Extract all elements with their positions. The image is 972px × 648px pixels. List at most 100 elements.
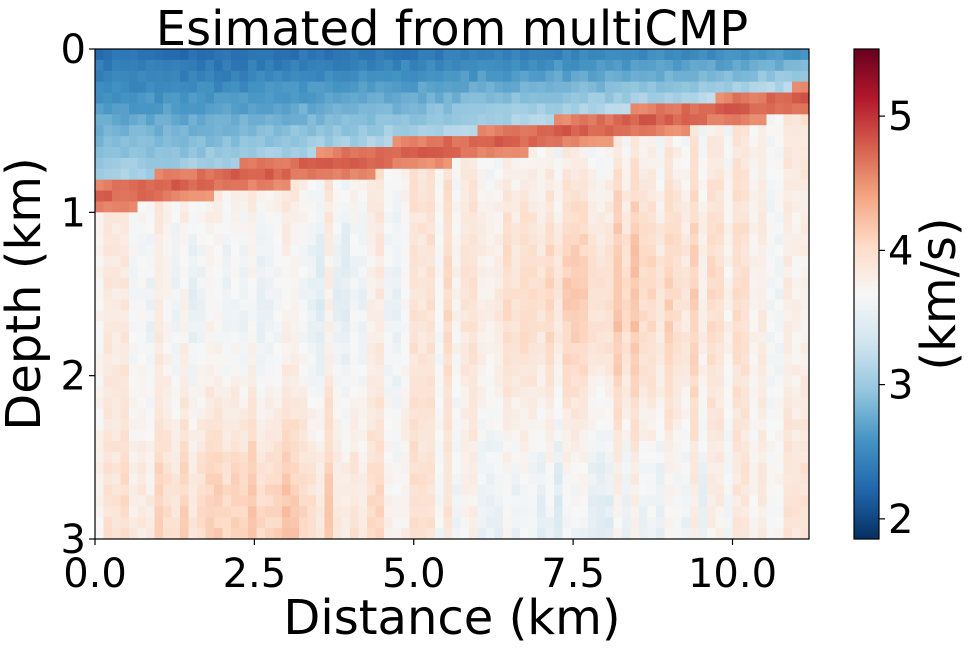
heatmap-cell xyxy=(392,136,402,148)
heatmap-cell xyxy=(137,157,147,170)
heatmap-cell xyxy=(265,473,275,486)
heatmap-cell xyxy=(239,266,249,279)
heatmap-cell xyxy=(622,375,632,388)
heatmap-cell xyxy=(392,473,402,486)
heatmap-cell xyxy=(248,59,258,72)
heatmap-cell xyxy=(358,288,368,301)
heatmap-cell xyxy=(180,179,190,192)
heatmap-cell xyxy=(324,408,334,420)
heatmap-cell xyxy=(188,114,198,126)
heatmap-cell xyxy=(95,451,105,464)
heatmap-cell xyxy=(367,364,377,377)
heatmap-cell xyxy=(205,179,215,192)
heatmap-cell xyxy=(112,114,122,126)
heatmap-cell xyxy=(384,147,394,159)
heatmap-cell xyxy=(248,92,258,105)
heatmap-cell xyxy=(163,266,173,279)
heatmap-cell xyxy=(418,484,428,497)
heatmap-cell xyxy=(197,353,207,366)
heatmap-cell xyxy=(180,364,190,377)
heatmap-cell xyxy=(554,201,564,213)
heatmap-cell xyxy=(299,81,309,94)
heatmap-cell xyxy=(579,353,589,366)
heatmap-cell xyxy=(783,92,793,105)
heatmap-cell xyxy=(95,125,105,137)
heatmap-cell xyxy=(698,49,708,61)
heatmap-cell xyxy=(256,277,266,290)
heatmap-cell xyxy=(418,419,428,431)
heatmap-cell xyxy=(265,136,275,148)
heatmap-cell xyxy=(537,506,547,518)
heatmap-cell xyxy=(341,375,351,388)
heatmap-cell xyxy=(528,125,538,137)
heatmap-cell xyxy=(800,332,809,344)
heatmap-cell xyxy=(800,245,809,257)
heatmap-cell xyxy=(154,125,164,137)
heatmap-cell xyxy=(647,245,657,257)
heatmap-cell xyxy=(707,451,717,464)
heatmap-cell xyxy=(562,168,572,181)
heatmap-cell xyxy=(537,419,547,431)
heatmap-cell xyxy=(146,484,156,497)
heatmap-cell xyxy=(248,386,258,399)
heatmap-cell xyxy=(282,245,292,257)
heatmap-cell xyxy=(647,136,657,148)
heatmap-cell xyxy=(732,212,742,224)
heatmap-cell xyxy=(766,136,776,148)
heatmap-cell xyxy=(273,125,283,137)
heatmap-cell xyxy=(248,310,258,322)
heatmap-cell xyxy=(698,59,708,72)
heatmap-cell xyxy=(698,343,708,355)
heatmap-cell xyxy=(307,310,317,322)
heatmap-cell xyxy=(401,364,411,377)
heatmap-cell xyxy=(486,299,496,311)
heatmap-cell xyxy=(103,495,113,507)
heatmap-cell xyxy=(248,430,258,442)
heatmap-cell xyxy=(112,408,122,420)
heatmap-cell xyxy=(732,321,742,333)
heatmap-cell xyxy=(664,441,674,453)
heatmap-cell xyxy=(758,332,768,344)
heatmap-cell xyxy=(95,419,105,431)
heatmap-cell xyxy=(715,190,725,203)
heatmap-cell xyxy=(112,168,122,181)
heatmap-cell xyxy=(333,408,343,420)
heatmap-cell xyxy=(460,299,470,311)
heatmap-cell xyxy=(613,266,623,279)
heatmap-cell xyxy=(579,59,589,72)
heatmap-cell xyxy=(214,92,224,105)
heatmap-cell xyxy=(613,419,623,431)
heatmap-cell xyxy=(112,136,122,148)
heatmap-cell xyxy=(103,136,113,148)
heatmap-cell xyxy=(698,125,708,137)
heatmap-cell xyxy=(698,441,708,453)
heatmap-cell xyxy=(205,332,215,344)
heatmap-cell xyxy=(154,343,164,355)
heatmap-cell xyxy=(95,266,105,279)
heatmap-cell xyxy=(613,473,623,486)
heatmap-cell xyxy=(656,310,666,322)
heatmap-cell xyxy=(647,419,657,431)
heatmap-cell xyxy=(656,277,666,290)
heatmap-cell xyxy=(358,168,368,181)
heatmap-cell xyxy=(154,430,164,442)
heatmap-cell xyxy=(273,528,283,539)
heatmap-cell xyxy=(596,430,606,442)
heatmap-cell xyxy=(163,528,173,539)
heatmap-cell xyxy=(528,332,538,344)
heatmap-cell xyxy=(707,92,717,105)
heatmap-cell xyxy=(664,92,674,105)
heatmap-cell xyxy=(758,364,768,377)
heatmap-cell xyxy=(579,451,589,464)
heatmap-cell xyxy=(112,103,122,115)
heatmap-cell xyxy=(520,332,530,344)
heatmap-cell xyxy=(741,201,751,213)
heatmap-cell xyxy=(545,495,555,507)
heatmap-cell xyxy=(707,441,717,453)
heatmap-cell xyxy=(749,310,759,322)
heatmap-cell xyxy=(656,430,666,442)
heatmap-cell xyxy=(231,114,241,126)
heatmap-cell xyxy=(469,157,479,170)
heatmap-cell xyxy=(775,528,785,539)
heatmap-cell xyxy=(477,234,487,246)
